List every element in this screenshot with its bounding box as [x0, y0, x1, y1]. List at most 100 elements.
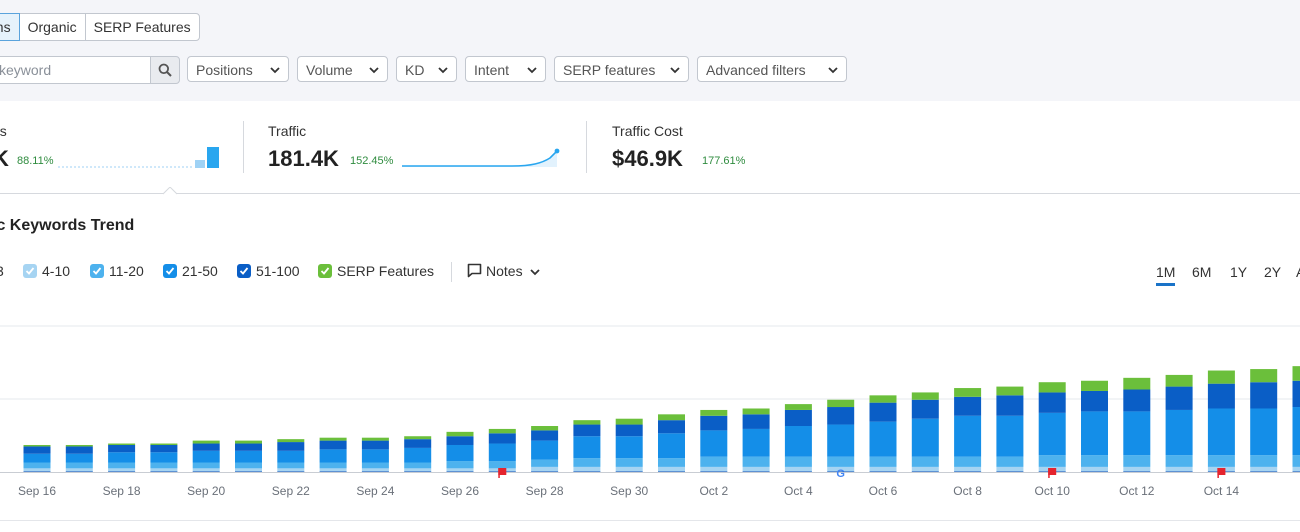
bar-segment-11-20	[1292, 455, 1300, 467]
bar-segment-4-10	[742, 466, 770, 472]
bar-segment-11-20	[700, 456, 728, 467]
kd-filter-dropdown[interactable]: KD	[396, 56, 457, 82]
legend-item-11-20[interactable]: 11-20	[90, 263, 144, 281]
bar-segment-3	[784, 471, 812, 472]
bar-segment-serp-features	[954, 388, 982, 397]
bar-segment-11-20	[869, 456, 897, 467]
bar-segment-3	[108, 471, 136, 472]
bar-segment-serp-features	[1081, 380, 1108, 391]
chevron-down-icon	[530, 269, 541, 276]
bar-segment-3	[150, 471, 178, 472]
bar-segment-51-100	[277, 442, 305, 451]
checkbox-icon	[163, 264, 177, 278]
bar-segment-21-50	[827, 424, 855, 457]
bar-segment-11-20	[573, 458, 601, 467]
bar-segment-21-50	[1038, 412, 1066, 456]
bar-segment-serp-features	[150, 443, 178, 445]
x-tick-label: Sep 24	[356, 484, 394, 498]
chevron-down-icon	[270, 67, 280, 74]
bar-segment-3	[192, 471, 220, 472]
chevron-down-icon	[438, 67, 448, 74]
range-6m[interactable]: 6M	[1192, 264, 1212, 280]
legend-item-serp-features[interactable]: SERP Features	[318, 263, 434, 281]
tab-serp-features[interactable]: SERP Features	[84, 13, 200, 41]
bar-segment-4-10	[996, 466, 1024, 472]
bar-segment-4-10	[235, 468, 262, 472]
bar-segment-21-50	[742, 428, 770, 457]
bar-segment-3	[1081, 471, 1108, 472]
bar-segment-serp-features	[827, 399, 855, 408]
x-tick-label: Sep 30	[610, 484, 648, 498]
bar-segment-21-50	[1081, 411, 1108, 456]
bar-segment-11-20	[911, 456, 939, 467]
bar-segment-51-100	[869, 402, 897, 422]
range-1m[interactable]: 1M	[1156, 264, 1176, 286]
bar-segment-51-100	[361, 440, 389, 450]
flag-icon	[1217, 468, 1226, 478]
positions-filter-label: Positions	[196, 62, 253, 78]
keyword-search-input[interactable]: keyword	[0, 56, 160, 84]
tab-positions[interactable]: ons	[0, 13, 20, 41]
bar-segment-21-50	[1292, 407, 1300, 456]
bar-segment-3	[65, 471, 93, 472]
bar-segment-serp-features	[573, 420, 601, 425]
tab-organic[interactable]: Organic	[18, 13, 86, 41]
flag-icon	[1048, 468, 1057, 478]
legend-item-4-10[interactable]: 4-10	[23, 263, 70, 281]
bar-segment-11-20	[235, 462, 262, 469]
range-all[interactable]: A	[1296, 264, 1300, 280]
bar-segment-serp-features	[531, 426, 559, 431]
range-1y[interactable]: 1Y	[1230, 264, 1248, 280]
notes-dropdown[interactable]: Notes	[467, 263, 541, 281]
x-tick-label: Sep 28	[526, 484, 564, 498]
bar-segment-4-10	[911, 466, 939, 472]
intent-filter-dropdown[interactable]: Intent	[465, 56, 546, 82]
search-icon	[158, 63, 172, 77]
bar-segment-21-50	[1250, 408, 1278, 456]
positions-filter-dropdown[interactable]: Positions	[187, 56, 289, 82]
intent-filter-label: Intent	[474, 62, 510, 78]
bar-segment-21-50	[1123, 411, 1151, 456]
bar-segment-3	[954, 471, 982, 472]
google-icon: G	[836, 468, 845, 480]
bar-segment-51-100	[235, 443, 262, 451]
range-2y[interactable]: 2Y	[1264, 264, 1282, 280]
bar-segment-11-20	[23, 462, 51, 469]
legend-item-21-50[interactable]: 21-50	[163, 263, 218, 281]
bar-segment-11-20	[742, 456, 770, 467]
bar-segment-11-20	[1038, 455, 1066, 467]
legend-item-51-100[interactable]: 51-100	[237, 263, 300, 281]
advanced-filters-dropdown[interactable]: Advanced filters	[697, 56, 847, 82]
bar-segment-11-20	[784, 456, 812, 467]
bar-segment-4-10	[531, 466, 559, 472]
bar-segment-11-20	[446, 461, 474, 469]
bar-segment-3	[869, 471, 897, 472]
legend-item-top3[interactable]: 3	[0, 263, 4, 281]
bar-segment-11-20	[1250, 455, 1278, 467]
bar-segment-21-50	[784, 426, 812, 457]
bar-segment-serp-features	[108, 443, 136, 445]
bar-segment-3	[1165, 471, 1193, 472]
bar-segment-11-20	[108, 462, 136, 469]
x-tick-label: Oct 2	[699, 484, 728, 498]
search-button[interactable]	[150, 56, 180, 84]
bar-segment-11-20	[827, 456, 855, 467]
bar-segment-4-10	[65, 468, 93, 472]
volume-filter-dropdown[interactable]: Volume	[297, 56, 388, 82]
bar-segment-4-10	[573, 466, 601, 472]
bar-segment-21-50	[911, 418, 939, 457]
bar-segment-11-20	[277, 462, 305, 469]
bar-segment-4-10	[1081, 466, 1108, 472]
serp-features-filter-dropdown[interactable]: SERP features	[554, 56, 689, 82]
advanced-filters-label: Advanced filters	[706, 62, 806, 78]
bar-segment-51-100	[1123, 389, 1151, 412]
bar-segment-11-20	[192, 462, 220, 469]
bar-segment-3	[911, 471, 939, 472]
bar-segment-51-100	[573, 424, 601, 437]
section-title: ic Keywords Trend	[0, 217, 135, 234]
bar-segment-21-50	[954, 415, 982, 457]
bar-segment-51-100	[1292, 380, 1300, 408]
kpi-traffic-cost-value: $46.9K	[612, 146, 683, 171]
x-tick-label: Sep 20	[187, 484, 225, 498]
bar-segment-serp-features	[784, 404, 812, 410]
